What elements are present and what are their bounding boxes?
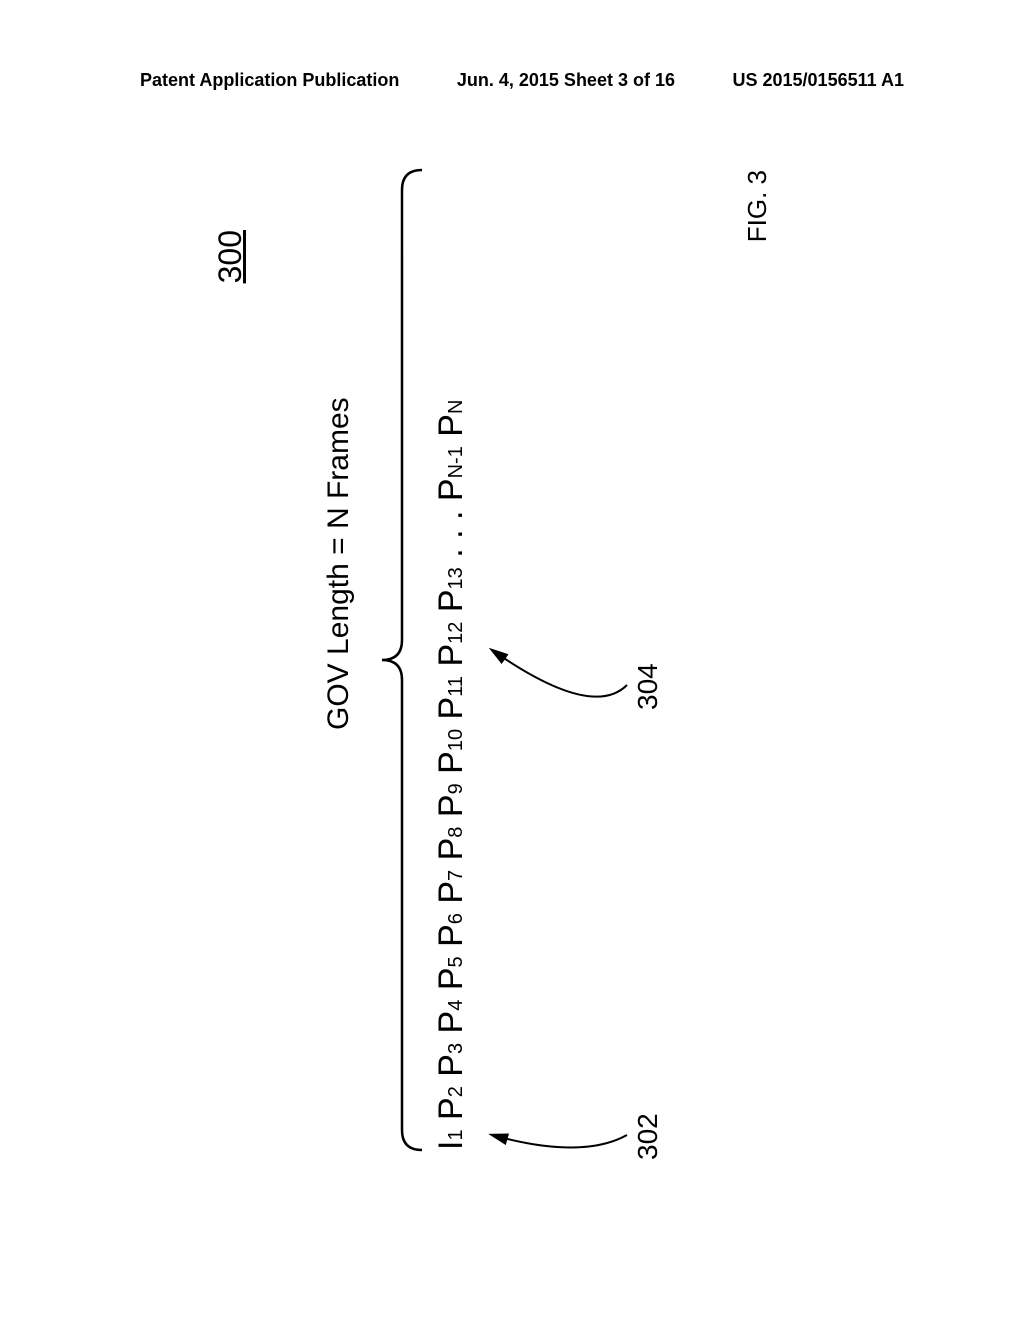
ellipsis: . . . bbox=[432, 511, 471, 558]
i-frame: I1 bbox=[432, 1129, 471, 1150]
reference-numeral-304: 304 bbox=[632, 663, 664, 710]
p-frame-11: P11 bbox=[432, 676, 471, 719]
gov-length-label: GOV Length = N Frames bbox=[322, 397, 356, 730]
reference-numeral-300: 300 bbox=[212, 230, 249, 283]
header-center: Jun. 4, 2015 Sheet 3 of 16 bbox=[457, 70, 675, 91]
p-frame-8: P8 bbox=[432, 827, 471, 861]
header-right: US 2015/0156511 A1 bbox=[733, 70, 904, 91]
diagram-container: 300 GOV Length = N Frames I1 P2 P3 P4 P5… bbox=[212, 110, 812, 1210]
p-frame-5: P5 bbox=[432, 956, 471, 990]
p-frame-n-minus-1: PN-1 bbox=[432, 446, 471, 501]
p-frame-9: P9 bbox=[432, 783, 471, 817]
p-frame-13: P13 bbox=[432, 567, 471, 612]
p-frame-3: P3 bbox=[432, 1043, 471, 1077]
frame-sequence: I1 P2 P3 P4 P5 P6 P7 P8 P9 P10 P11 P12 P… bbox=[432, 400, 471, 1150]
p-frame-4: P4 bbox=[432, 1000, 471, 1034]
p-frame-10: P10 bbox=[432, 729, 471, 774]
header-left: Patent Application Publication bbox=[140, 70, 399, 91]
reference-numeral-302: 302 bbox=[632, 1113, 664, 1160]
curly-brace bbox=[362, 160, 432, 1160]
pointer-arrows bbox=[212, 110, 812, 1210]
figure-label: FIG. 3 bbox=[742, 170, 773, 242]
p-frame-2: P2 bbox=[432, 1086, 471, 1120]
brace-container bbox=[362, 160, 432, 1160]
p-frame-12: P12 bbox=[432, 622, 471, 667]
p-frame-6: P6 bbox=[432, 913, 471, 947]
page-header: Patent Application Publication Jun. 4, 2… bbox=[0, 70, 1024, 91]
p-frame-n: PN bbox=[432, 400, 471, 437]
p-frame-7: P7 bbox=[432, 870, 471, 904]
